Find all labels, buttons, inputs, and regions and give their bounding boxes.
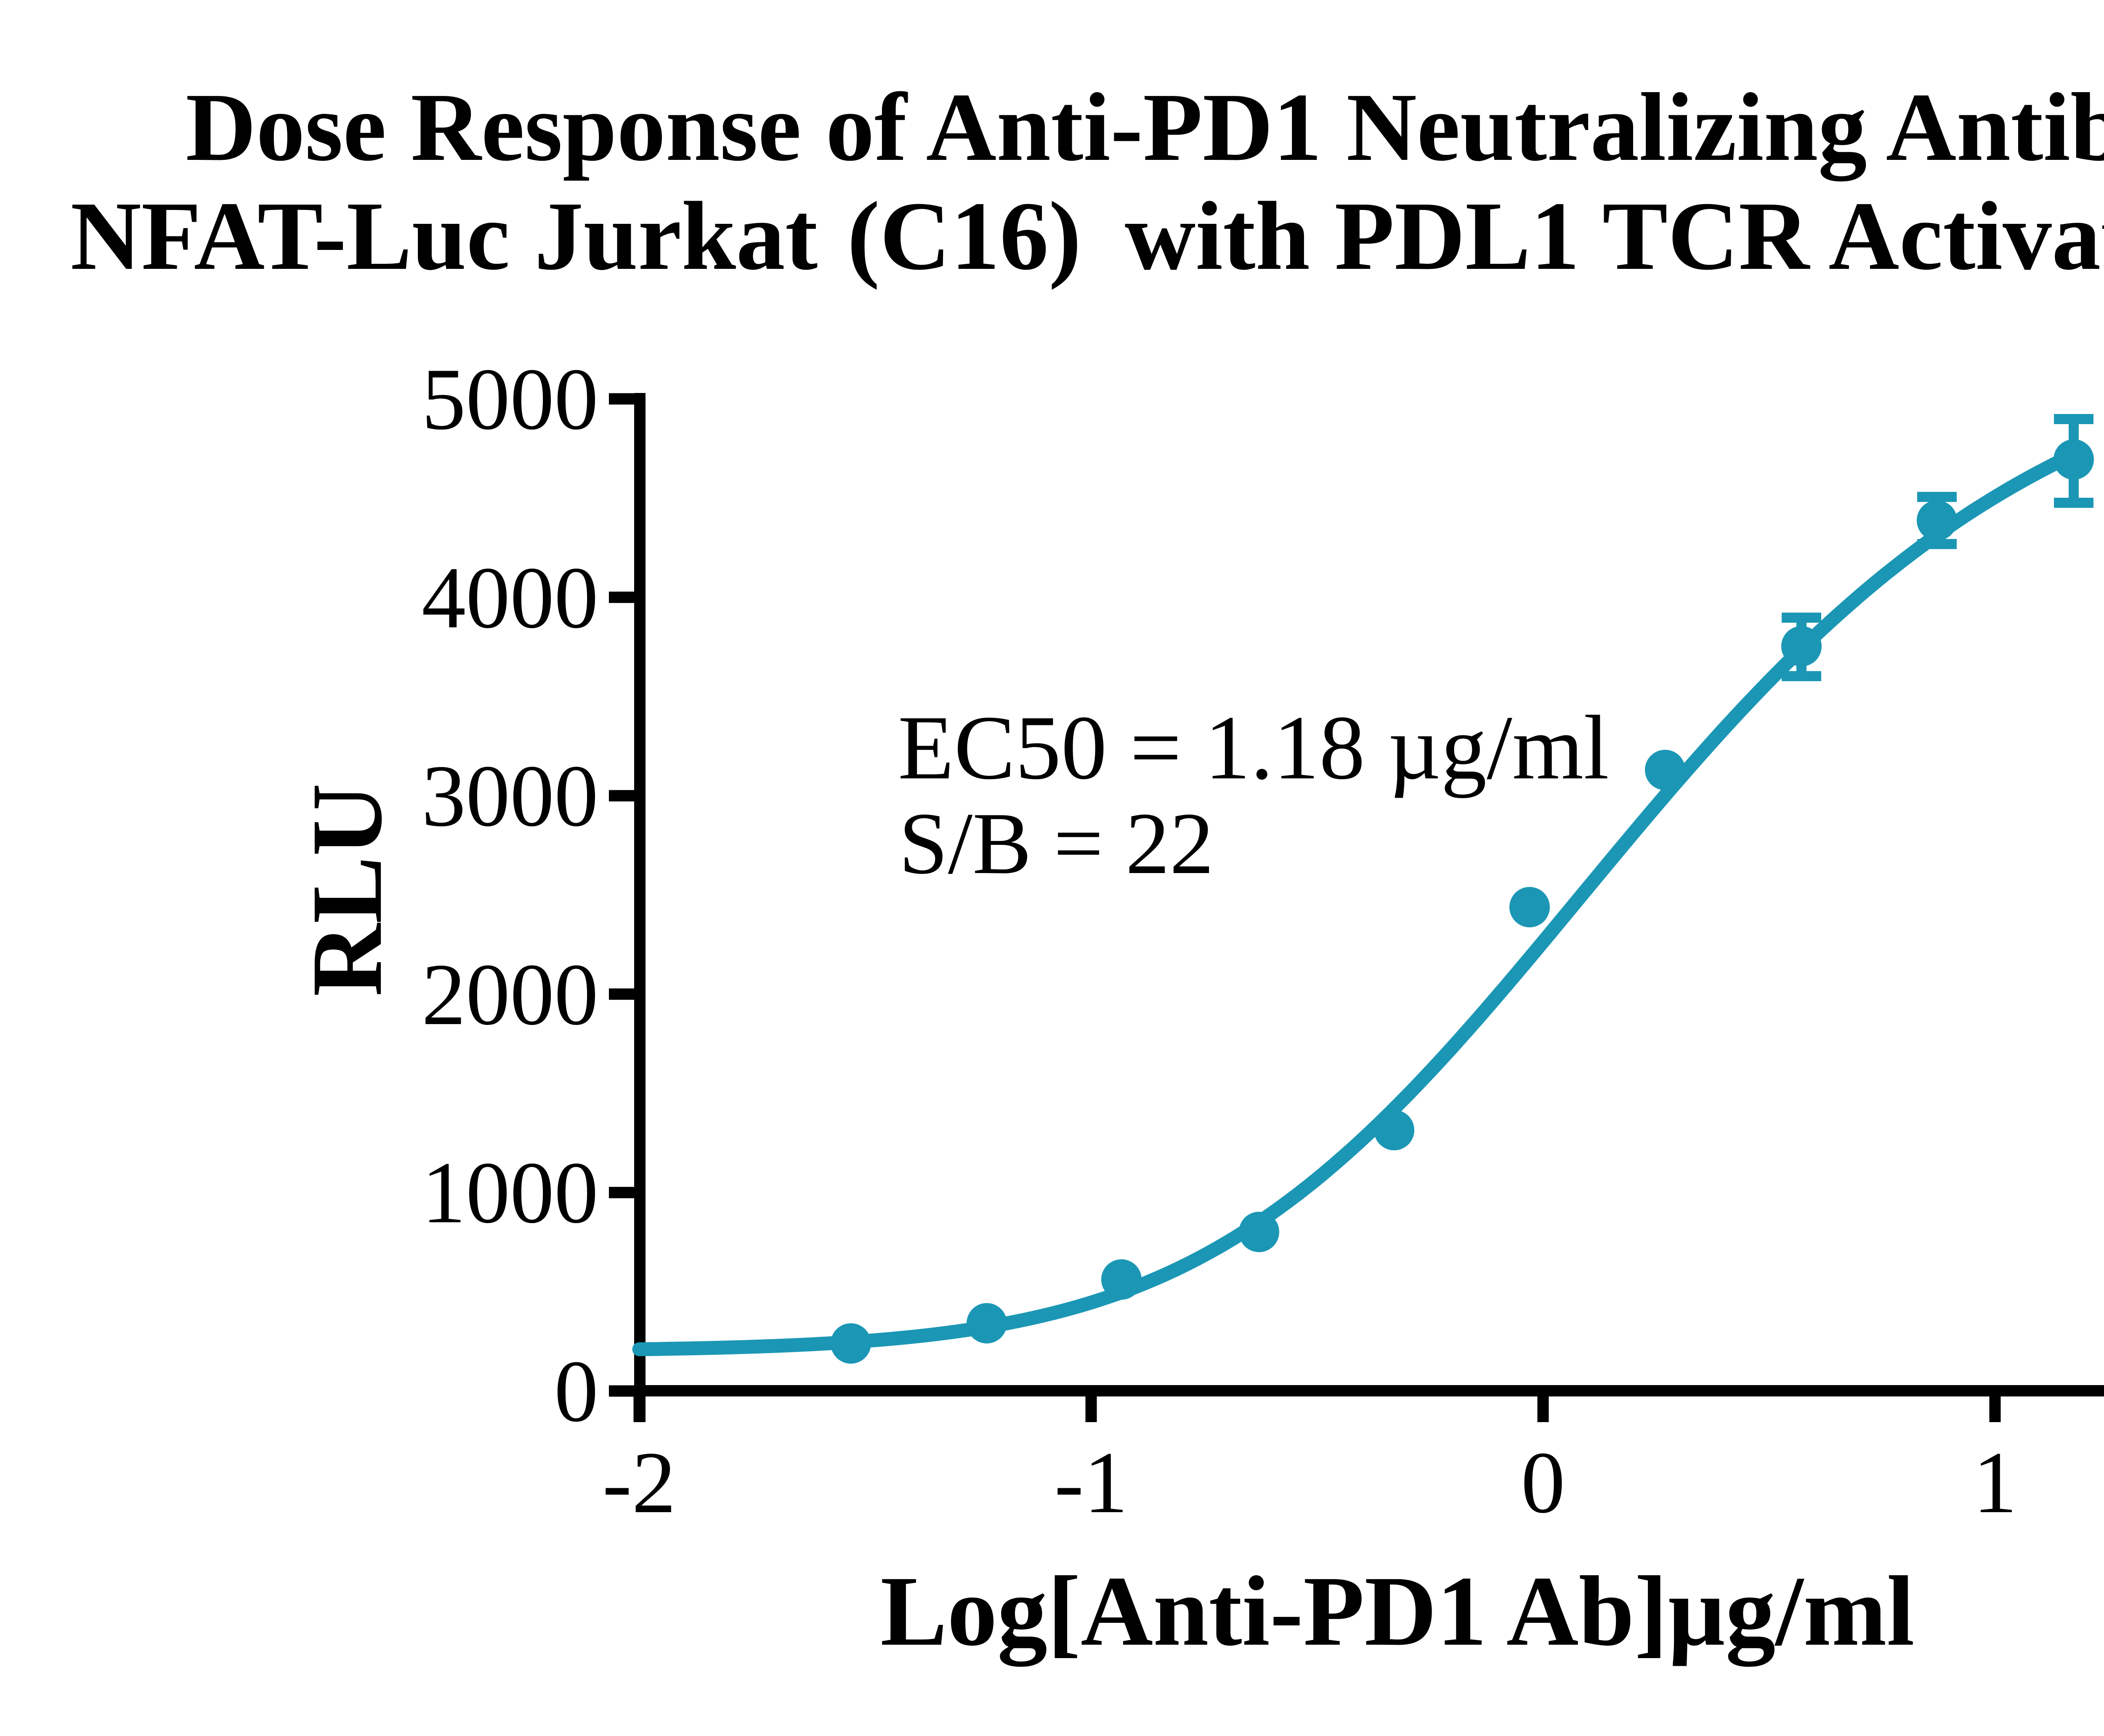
svg-text:Dose Response of Anti-PD1 Neut: Dose Response of Anti-PD1 Neutralizing A…: [186, 73, 2104, 181]
svg-text:5000: 5000: [422, 350, 598, 448]
svg-text:-2: -2: [603, 1434, 676, 1532]
svg-text:Log[Anti-PD1 Ab]µg/ml: Log[Anti-PD1 Ab]µg/ml: [880, 1556, 1915, 1667]
svg-text:2000: 2000: [422, 946, 598, 1043]
svg-text:S/B = 22: S/B = 22: [899, 795, 1214, 892]
svg-text:1: 1: [1973, 1434, 2017, 1532]
svg-text:0: 0: [1521, 1434, 1565, 1532]
svg-text:RLU: RLU: [291, 783, 403, 997]
svg-text:1000: 1000: [422, 1144, 598, 1242]
svg-text:3000: 3000: [422, 747, 598, 845]
svg-text:4000: 4000: [422, 549, 598, 647]
svg-text:0: 0: [554, 1343, 598, 1440]
svg-text:EC50 = 1.18 µg/ml: EC50 = 1.18 µg/ml: [898, 697, 1609, 799]
svg-text:-1: -1: [1055, 1434, 1128, 1532]
